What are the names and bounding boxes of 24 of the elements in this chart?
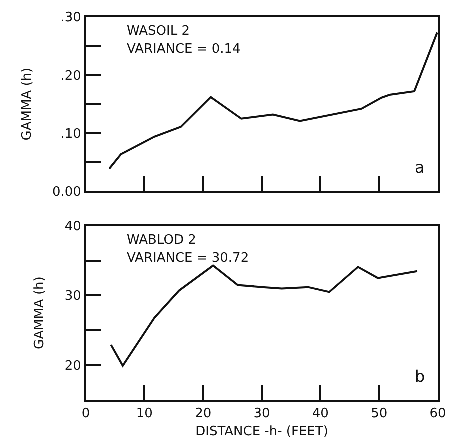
x-tick-label: 30 <box>254 406 270 422</box>
annotation: b <box>415 367 426 386</box>
y-tick-label: .20 <box>60 68 82 84</box>
y-axis-title: GAMMA (h) <box>32 276 48 350</box>
x-axis-title: DISTANCE -h- (FEET) <box>196 424 328 440</box>
annotation: WABLOD 2 <box>127 233 196 248</box>
line-series <box>110 264 418 367</box>
y-tick-label: 40 <box>64 220 82 235</box>
y-tick-label: 0.00 <box>52 185 82 200</box>
x-tick-label: 40 <box>312 406 329 422</box>
annotation: VARIANCE = 0.14 <box>127 42 241 57</box>
annotation: a <box>415 158 425 177</box>
y-axis-title: GAMMA (h) <box>20 68 35 141</box>
annotation: WASOIL 2 <box>127 24 190 39</box>
x-tick-label: 10 <box>136 406 153 422</box>
x-tick-label: 60 <box>430 406 446 422</box>
x-tick-label: 20 <box>195 406 212 422</box>
x-tick-label: 0 <box>82 406 90 422</box>
x-tick-label: 50 <box>371 406 388 422</box>
y-tick-label: .30 <box>60 10 82 26</box>
annotation: VARIANCE = 30.72 <box>127 251 250 266</box>
y-tick-label: 30 <box>64 289 82 304</box>
y-tick-label: .10 <box>60 126 82 142</box>
y-tick-label: 20 <box>64 358 82 374</box>
